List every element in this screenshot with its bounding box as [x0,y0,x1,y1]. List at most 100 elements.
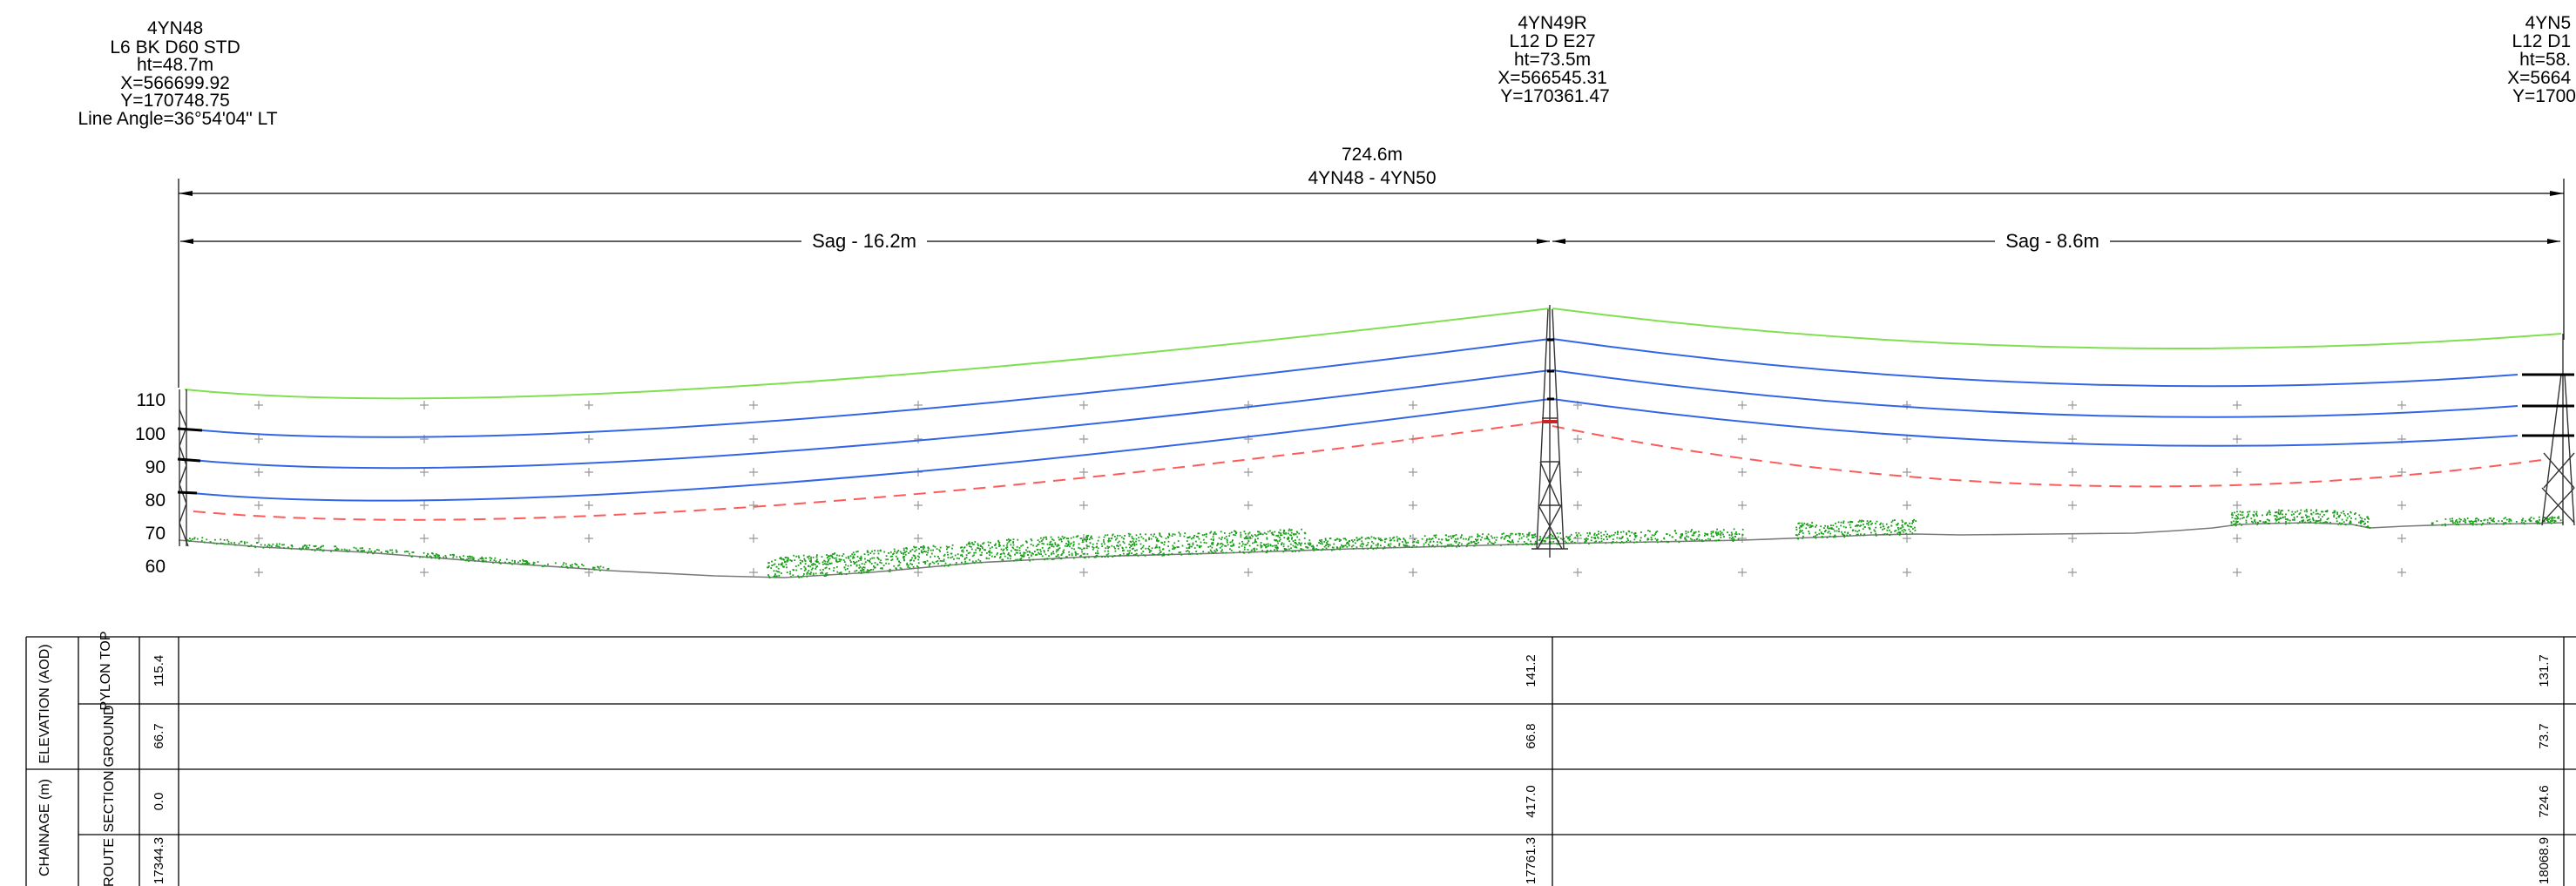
vegetation-point [2458,524,2459,526]
vegetation-point [1531,534,1533,537]
vegetation-point [1827,525,1829,527]
vegetation-point [1476,543,1477,544]
vegetation-point [1821,532,1822,535]
vegetation-point [1849,534,1851,536]
vegetation-point [1060,540,1063,543]
vegetation-point [2498,520,2500,522]
vegetation-point [1666,533,1667,535]
vegetation-point [1051,543,1054,545]
grid-cross [1409,534,1417,543]
vegetation-point [1048,544,1051,546]
vegetation-point [1374,538,1376,540]
vegetation-point [1135,540,1137,543]
vegetation-point [1000,548,1003,551]
vegetation-point [426,554,428,557]
vegetation-point [1827,531,1829,534]
vegetation-point [275,544,277,547]
vegetation-point [2234,517,2236,520]
vegetation-point [250,544,253,546]
vegetation-point [2341,522,2343,524]
vegetation-point [2233,524,2235,525]
vegetation-point [1811,525,1814,527]
vegetation-point [1410,535,1411,538]
pylon-4yn50 [2522,334,2575,526]
vegetation-point [1122,550,1124,551]
vegetation-point [2302,521,2303,523]
vegetation-point [1716,534,1718,537]
vegetation-point [1380,539,1382,542]
vegetation-point [1279,534,1281,537]
vegetation-point [1486,537,1489,539]
vegetation-point [815,572,817,575]
vegetation-point [1058,538,1060,541]
vegetation-point [1000,552,1003,555]
vegetation-point [2359,522,2362,524]
vegetation-point [971,560,974,563]
vegetation-point [2444,518,2447,520]
vegetation-point [319,548,321,551]
vegetation-point [532,561,535,564]
vegetation-point [1809,524,1811,526]
vegetation-point [330,550,332,552]
vegetation-point [815,564,816,566]
vegetation-point [1031,552,1033,554]
vegetation-point [943,560,945,562]
vegetation-point [523,560,524,562]
vegetation-point [2306,511,2308,513]
sag-2-label: Sag - 8.6m [2005,230,2099,252]
vegetation-point [391,549,393,551]
vegetation-point [305,546,308,549]
vegetation-point [1393,536,1395,538]
vegetation-point [810,572,812,573]
vegetation-point [1307,542,1309,544]
vegetation-point [2230,513,2233,516]
vegetation-point [287,546,289,549]
vegetation-point [977,558,980,561]
vegetation-point [1103,536,1105,538]
vegetation-point [2284,518,2287,520]
vegetation-point [836,554,838,557]
vegetation-point [1565,536,1568,538]
vegetation-point [1396,538,1399,540]
vegetation-point [2301,519,2303,522]
vegetation-point [203,541,206,544]
vegetation-point [410,556,413,558]
vegetation-point [1247,537,1248,539]
vegetation-point [1840,521,1842,524]
vegetation-point [1500,544,1502,546]
vegetation-point [1912,521,1914,524]
vegetation-point [1852,529,1855,531]
grid-cross [1573,501,1582,510]
vegetation-point [1474,544,1476,547]
vegetation-point [2326,511,2328,513]
vegetation-point [1299,543,1302,545]
vegetation-point [1216,544,1218,546]
table-row-route: ROUTE [102,838,117,886]
vegetation-point [909,566,911,569]
vegetation-point [1829,535,1831,538]
vegetation-point [262,546,265,549]
vegetation-point [1384,541,1386,544]
vegetation-point [1249,551,1252,553]
vegetation-point [1269,530,1271,532]
grid-cross [1409,568,1417,577]
vegetation-point [2546,517,2549,520]
vegetation-point [1100,543,1103,545]
vegetation-point [1527,538,1530,541]
vegetation-point [1085,540,1087,543]
vegetation-point [870,563,873,565]
vegetation-point [1894,519,1896,521]
vegetation-point [994,544,997,546]
vegetation-point [1018,546,1021,549]
vegetation-point [1510,532,1512,535]
vegetation-point [1238,542,1241,544]
vegetation-point [1815,525,1816,528]
vegetation-point [918,548,920,550]
vegetation-point [268,544,271,547]
earth-wire-span-2 [1552,308,2562,350]
vegetation-point [1434,545,1436,548]
vegetation-point [2336,513,2338,515]
vegetation-point [930,563,931,565]
vegetation-point [2551,517,2553,519]
vegetation-point [903,559,905,562]
